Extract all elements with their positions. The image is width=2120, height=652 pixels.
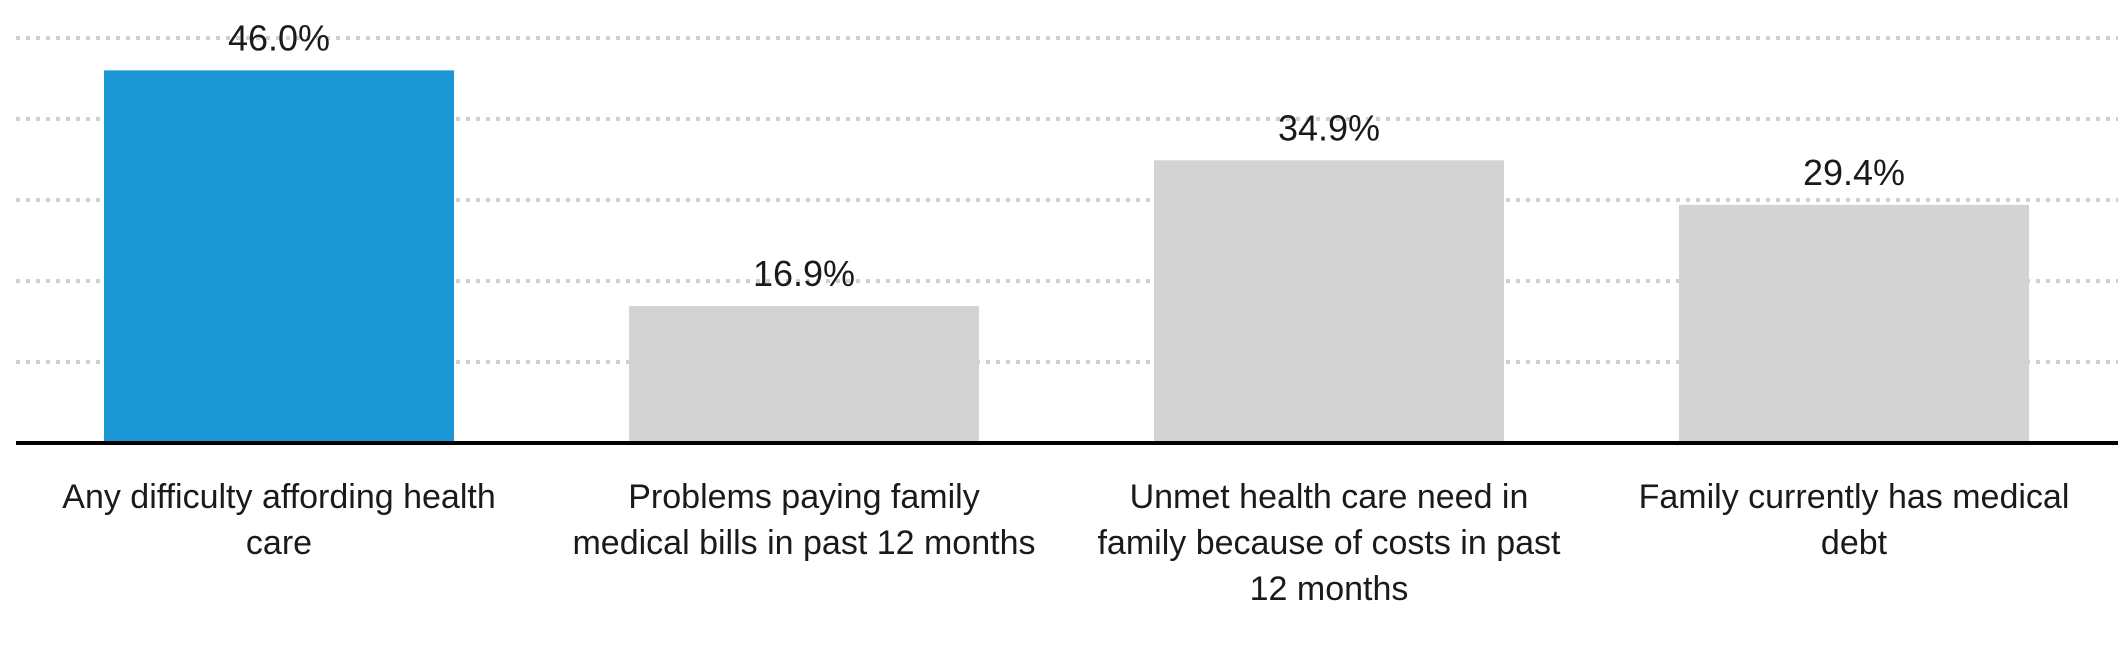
category-label: Unmet health care need in family because … [1097,478,1561,608]
category-label-line: Family currently has medical [1639,478,2070,516]
bar [1154,160,1504,441]
bar [104,70,454,442]
category-label-line: Any difficulty affording health [62,478,495,516]
category-label-line: debt [1821,524,1888,562]
category-label: Problems paying family medical bills in p… [572,478,1035,562]
category-label-line: medical bills in past 12 months [572,524,1035,562]
bar [1679,204,2029,441]
category-label-line: care [246,524,312,562]
category-label: Any difficulty affording health care [62,478,495,562]
value-label: 34.9% [1278,107,1380,148]
category-label-line: Unmet health care need in [1130,478,1529,516]
category-label: Family currently has medical debt [1639,478,2070,562]
category-label-line: 12 months [1250,570,1409,608]
value-label: 16.9% [753,253,855,294]
value-label: 46.0% [228,17,330,58]
category-labels: Any difficulty affording health care Probl… [62,478,2069,608]
category-label-line: Problems paying family [628,478,979,516]
bar [629,306,979,441]
bars [104,70,2029,442]
value-labels: 46.0% 16.9% 34.9% 29.4% [228,17,1905,294]
category-label-line: family because of costs in past [1097,524,1561,562]
value-label: 29.4% [1803,152,1905,193]
